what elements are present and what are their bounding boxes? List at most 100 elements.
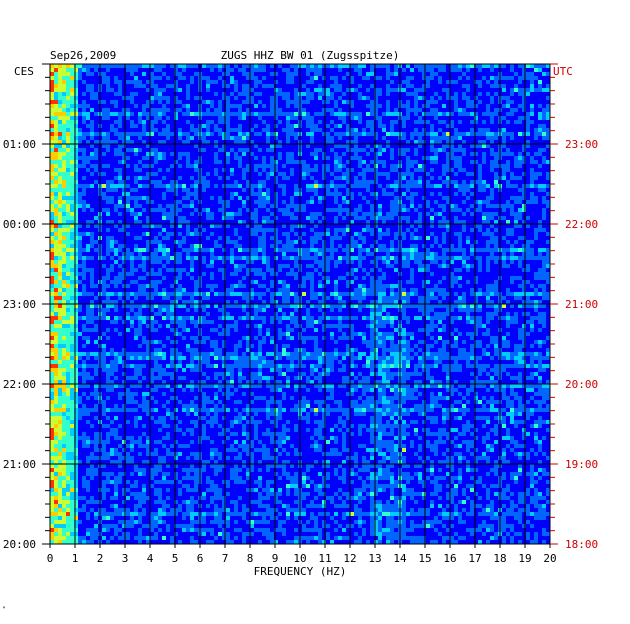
heatmap-cell bbox=[50, 220, 55, 225]
heatmap-cell bbox=[238, 216, 243, 221]
heatmap-cell bbox=[338, 104, 343, 109]
heatmap-cell bbox=[114, 216, 119, 221]
heatmap-cell bbox=[530, 80, 535, 85]
heatmap-cell bbox=[70, 124, 75, 129]
heatmap-cell bbox=[58, 132, 63, 137]
heatmap-cell bbox=[506, 120, 511, 125]
heatmap-cell bbox=[354, 76, 359, 81]
heatmap-cell bbox=[290, 100, 295, 105]
heatmap-cell bbox=[386, 180, 391, 185]
heatmap-cell bbox=[362, 180, 367, 185]
heatmap-cell bbox=[402, 76, 407, 81]
heatmap-cell bbox=[182, 80, 187, 85]
heatmap-cell bbox=[450, 112, 455, 117]
heatmap-cell bbox=[330, 104, 335, 109]
heatmap-cell bbox=[130, 184, 135, 189]
heatmap-cell bbox=[514, 212, 519, 217]
heatmap-cell bbox=[518, 180, 523, 185]
heatmap-cell bbox=[282, 108, 287, 113]
heatmap-cell bbox=[510, 204, 515, 209]
heatmap-cell bbox=[346, 208, 351, 213]
heatmap-cell bbox=[294, 104, 299, 109]
heatmap-cell bbox=[310, 180, 315, 185]
heatmap-cell bbox=[254, 180, 259, 185]
heatmap-cell bbox=[118, 148, 123, 153]
heatmap-cell bbox=[186, 180, 191, 185]
heatmap-cell bbox=[342, 96, 347, 101]
heatmap-cell bbox=[66, 148, 71, 153]
heatmap-cell bbox=[466, 108, 471, 113]
heatmap-cell bbox=[546, 120, 551, 125]
heatmap-cell bbox=[390, 192, 395, 197]
heatmap-cell bbox=[66, 176, 71, 181]
heatmap-cell bbox=[322, 204, 327, 209]
heatmap-cell bbox=[458, 64, 463, 69]
heatmap-cell bbox=[482, 112, 487, 117]
heatmap-cell bbox=[386, 80, 391, 85]
heatmap-cell bbox=[50, 128, 55, 133]
heatmap-cell bbox=[310, 132, 315, 137]
heatmap-cell bbox=[478, 188, 483, 193]
heatmap-cell bbox=[530, 64, 535, 69]
heatmap-cell bbox=[450, 80, 455, 85]
heatmap-cell bbox=[410, 84, 415, 89]
heatmap-cell bbox=[482, 68, 487, 73]
heatmap-cell bbox=[230, 188, 235, 193]
heatmap-cell bbox=[342, 168, 347, 173]
heatmap-cell bbox=[150, 204, 155, 209]
heatmap-cell bbox=[374, 76, 379, 81]
heatmap-cell bbox=[258, 200, 263, 205]
heatmap-cell bbox=[446, 76, 451, 81]
heatmap-cell bbox=[70, 84, 75, 89]
heatmap-cell bbox=[146, 216, 151, 221]
heatmap-cell bbox=[346, 140, 351, 145]
heatmap-cell bbox=[334, 168, 339, 173]
heatmap-cell bbox=[150, 180, 155, 185]
heatmap-cell bbox=[106, 68, 111, 73]
heatmap-cell bbox=[490, 204, 495, 209]
heatmap-cell bbox=[122, 124, 127, 129]
heatmap-cell bbox=[326, 132, 331, 137]
heatmap-cell bbox=[234, 208, 239, 213]
heatmap-cell bbox=[394, 124, 399, 129]
heatmap-cell bbox=[470, 120, 475, 125]
heatmap-cell bbox=[426, 136, 431, 141]
heatmap-cell bbox=[510, 192, 515, 197]
heatmap-cell bbox=[506, 192, 511, 197]
heatmap-cell bbox=[418, 176, 423, 181]
heatmap-cell bbox=[350, 108, 355, 113]
heatmap-cell bbox=[482, 156, 487, 161]
heatmap-cell bbox=[378, 184, 383, 189]
heatmap-cell bbox=[146, 92, 151, 97]
heatmap-cell bbox=[170, 68, 175, 73]
heatmap-cell bbox=[446, 128, 451, 133]
heatmap-cell bbox=[514, 124, 519, 129]
heatmap-cell bbox=[94, 220, 99, 225]
heatmap-cell bbox=[442, 100, 447, 105]
heatmap-cell bbox=[410, 64, 415, 69]
heatmap-cell bbox=[350, 100, 355, 105]
heatmap-cell bbox=[426, 140, 431, 145]
heatmap-cell bbox=[218, 180, 223, 185]
heatmap-cell bbox=[518, 160, 523, 165]
heatmap-cell bbox=[250, 112, 255, 117]
heatmap-cell bbox=[102, 92, 107, 97]
heatmap-cell bbox=[406, 84, 411, 89]
heatmap-cell bbox=[62, 212, 67, 217]
heatmap-cell bbox=[318, 156, 323, 161]
heatmap-cell bbox=[130, 192, 135, 197]
heatmap-cell bbox=[222, 220, 227, 225]
heatmap-cell bbox=[314, 116, 319, 121]
heatmap-cell bbox=[482, 168, 487, 173]
heatmap-cell bbox=[422, 104, 427, 109]
heatmap-cell bbox=[546, 116, 551, 121]
heatmap-cell bbox=[390, 172, 395, 177]
heatmap-cell bbox=[106, 88, 111, 93]
heatmap-cell bbox=[310, 128, 315, 133]
heatmap-cell bbox=[278, 168, 283, 173]
heatmap-cell bbox=[110, 208, 115, 213]
heatmap-cell bbox=[78, 112, 83, 117]
heatmap-cell bbox=[410, 172, 415, 177]
heatmap-cell bbox=[214, 200, 219, 205]
heatmap-cell bbox=[102, 124, 107, 129]
